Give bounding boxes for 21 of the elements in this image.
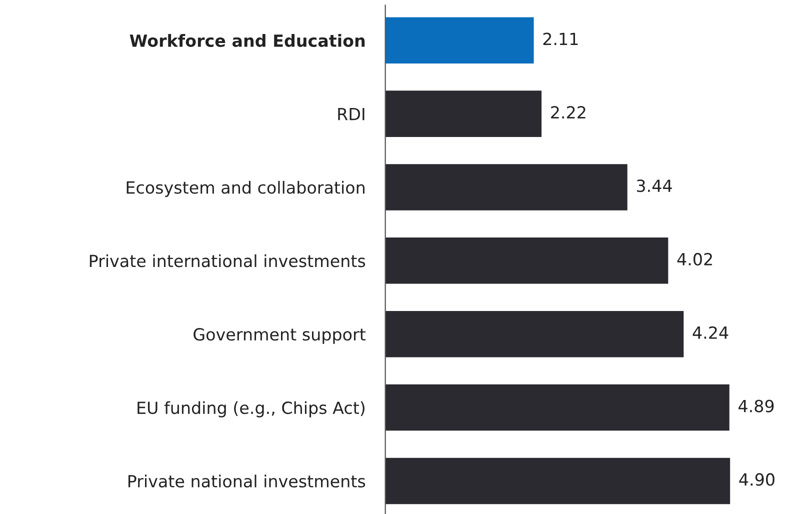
y-tick-label: EU funding (e.g., Chips Act) <box>138 401 364 418</box>
bar <box>385 90 542 137</box>
y-tick-label: RDI <box>338 108 364 120</box>
data-label: 4.89 <box>738 400 774 412</box>
y-tick-label: Ecosystem and collaboration <box>126 180 364 198</box>
data-label: 3.44 <box>636 179 672 192</box>
bar <box>385 238 668 284</box>
bar <box>385 310 684 358</box>
bar <box>385 17 534 64</box>
y-tick-label: Private national investments <box>128 474 366 488</box>
data-label: 4.02 <box>677 252 712 266</box>
bar <box>385 164 628 210</box>
data-label: 4.24 <box>692 326 728 339</box>
data-label: 4.90 <box>739 473 774 486</box>
bar <box>385 384 730 431</box>
y-tick-label: Government support <box>194 328 366 344</box>
data-label: 2.22 <box>551 106 586 118</box>
bar <box>385 458 730 504</box>
y-tick-label: Private international investments <box>90 254 366 268</box>
y-tick-label: Workforce and Education <box>130 34 365 47</box>
data-label: 2.11 <box>543 32 578 45</box>
